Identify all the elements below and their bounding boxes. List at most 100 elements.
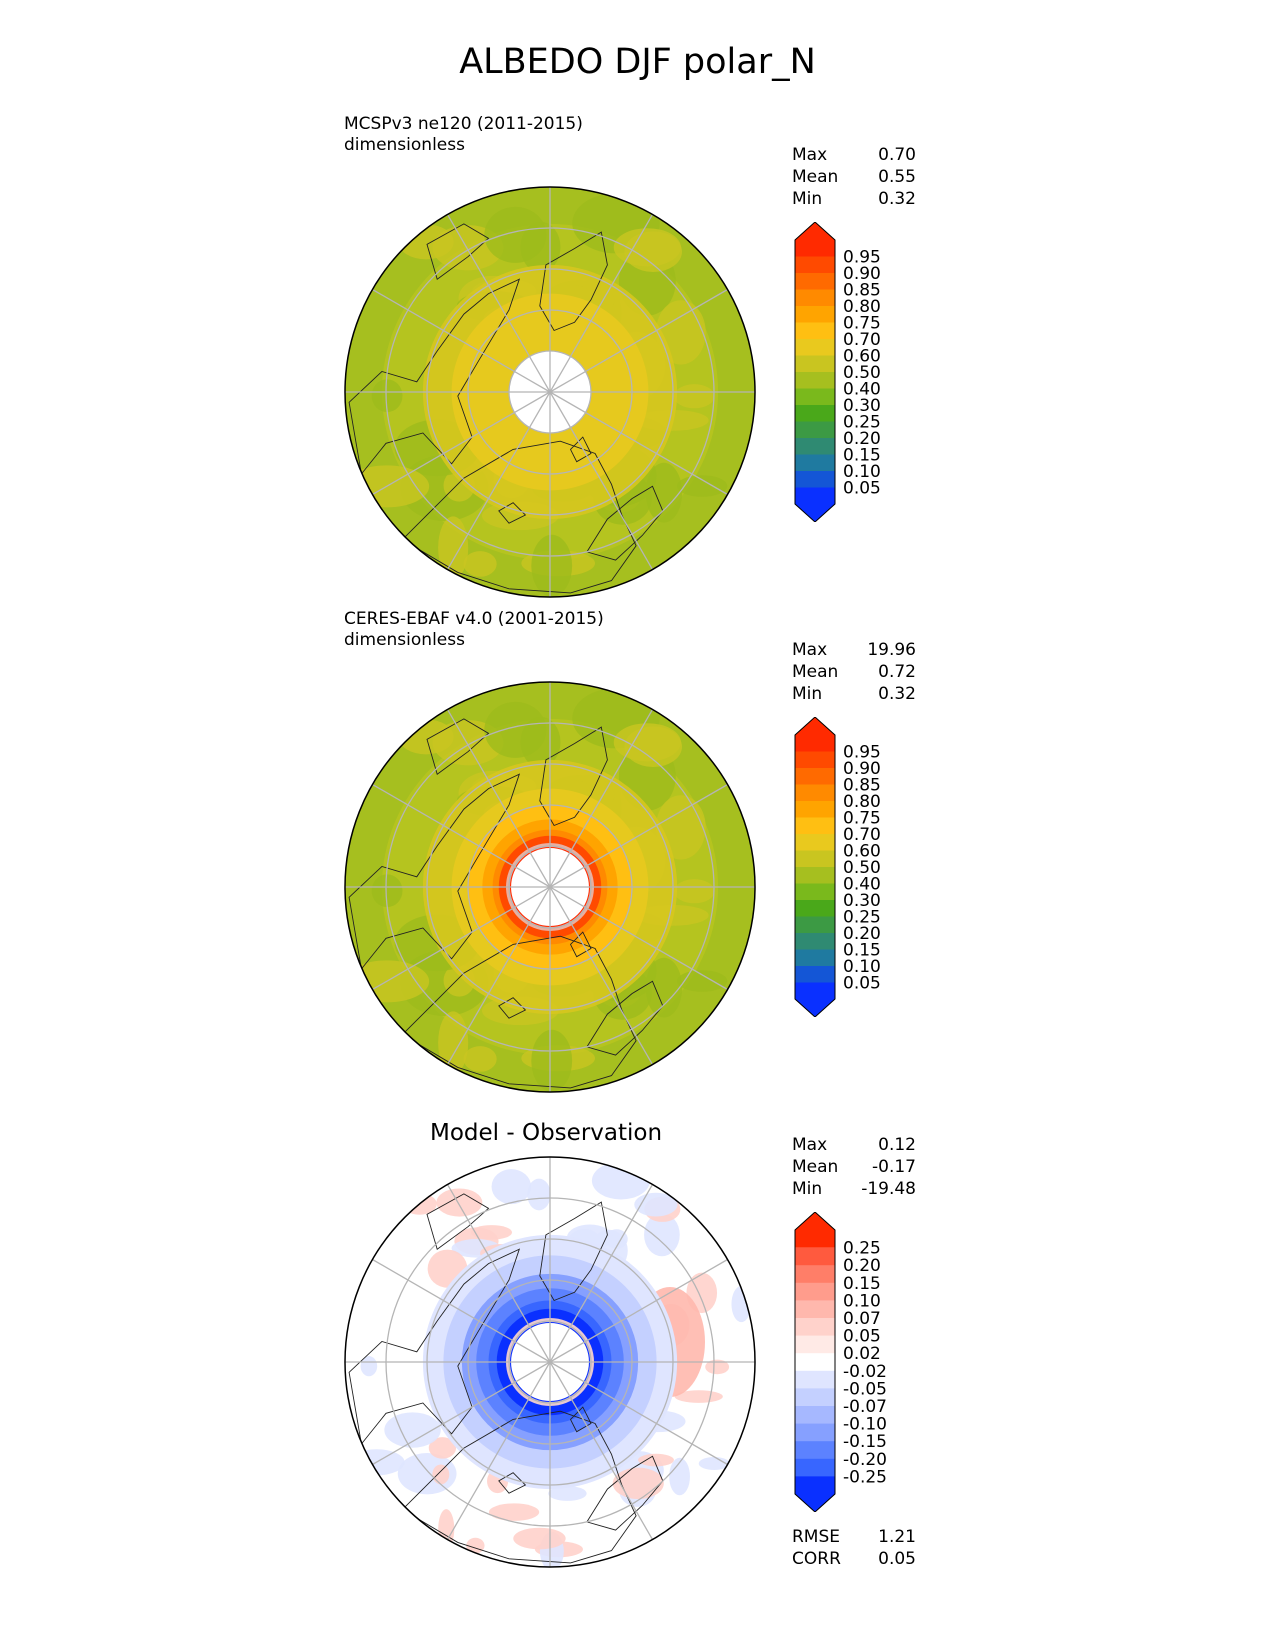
stat-value: 0.55 xyxy=(878,167,916,187)
stat-label: Mean xyxy=(792,167,839,187)
metric-label: CORR xyxy=(792,1549,841,1569)
colorbar-swatch xyxy=(795,1212,835,1248)
figure-title: ALBEDO DJF polar_N xyxy=(459,42,816,82)
stat-label: Mean xyxy=(792,662,839,682)
colorbar-tick-label: -0.10 xyxy=(843,1415,887,1435)
stat-value: -0.17 xyxy=(872,1157,916,1177)
longitude-gridline xyxy=(549,1258,728,1363)
colorbar-tick-label: 0.95 xyxy=(843,743,881,763)
longitude-gridline xyxy=(549,288,728,393)
longitude-gridline xyxy=(549,1361,654,1540)
colorbar-tick-label: -0.02 xyxy=(843,1362,887,1382)
colorbar-swatch xyxy=(795,289,835,307)
colorbar-tick-label: 0.95 xyxy=(843,248,881,268)
stat-value: -19.48 xyxy=(861,1179,916,1199)
stat-value: 0.72 xyxy=(878,662,916,682)
colorbar-swatch xyxy=(795,471,835,488)
colorbar-swatch xyxy=(795,801,835,818)
coastline xyxy=(539,726,608,827)
colorbar-tick-label: 0.10 xyxy=(843,957,881,977)
test-colorbar: 0.950.900.850.800.750.700.600.500.400.30… xyxy=(794,222,881,522)
coastline xyxy=(586,485,664,561)
coastline xyxy=(539,231,608,332)
colorbar-tick-label: 0.15 xyxy=(843,446,881,466)
colorbar-tick-label: 0.90 xyxy=(843,264,881,284)
longitude-gridline xyxy=(446,214,551,393)
coastline xyxy=(348,1248,521,1446)
colorbar-swatch xyxy=(795,1388,835,1407)
stat-value: 0.32 xyxy=(878,684,916,704)
colorbar-swatch xyxy=(795,1282,835,1301)
reference-dataset-label: CERES-EBAF v4.0 (2001-2015) xyxy=(344,609,604,629)
colorbar-tick-label: 0.20 xyxy=(843,429,881,449)
colorbar-swatch xyxy=(795,850,835,868)
metric-value: 1.21 xyxy=(878,1527,916,1547)
stat-row: Min 0.32 xyxy=(792,188,916,210)
colorbar-tick-label: 0.60 xyxy=(843,842,881,862)
colorbar-swatch xyxy=(795,867,835,884)
coastline xyxy=(426,223,490,280)
difference-polar-map xyxy=(344,1156,756,1568)
longitude-gridline xyxy=(549,391,728,496)
stat-label: Min xyxy=(792,1179,823,1199)
colorbar-tick-label: 0.80 xyxy=(843,792,881,812)
colorbar-tick-label: -0.05 xyxy=(843,1379,887,1399)
colorbar-tick-label: 0.40 xyxy=(843,875,881,895)
stat-value: 0.12 xyxy=(878,1135,916,1155)
stat-label: Max xyxy=(792,145,828,165)
colorbar-swatch xyxy=(795,1318,835,1337)
stat-label: Min xyxy=(792,684,823,704)
colorbar-tick-label: -0.07 xyxy=(843,1397,887,1417)
colorbar-swatch xyxy=(795,1353,835,1372)
coastline xyxy=(401,1410,637,1564)
coastline xyxy=(498,1472,527,1494)
longitude-gridline xyxy=(446,709,551,888)
stat-row: Max 0.12 xyxy=(792,1134,916,1156)
stat-label: Mean xyxy=(792,1157,839,1177)
colorbar-swatch xyxy=(795,1370,835,1389)
stat-label: Max xyxy=(792,640,828,660)
longitude-gridline xyxy=(549,1361,728,1466)
colorbar-swatch xyxy=(795,372,835,389)
colorbar-tick-label: 0.10 xyxy=(843,1291,881,1311)
colorbar-swatch xyxy=(795,1406,835,1425)
map-boundary xyxy=(344,1156,756,1568)
colorbar-swatch xyxy=(795,222,835,257)
colorbar-tick-label: 0.25 xyxy=(843,908,881,928)
colorbar-outline xyxy=(794,222,836,522)
longitude-gridline xyxy=(549,391,654,570)
colorbar-swatch xyxy=(795,405,835,422)
longitude-gridline xyxy=(549,886,654,1065)
longitude-gridline xyxy=(372,886,551,991)
colorbar-swatch xyxy=(795,454,835,472)
longitude-gridline xyxy=(549,783,728,888)
reference-panel-header: CERES-EBAF v4.0 (2001-2015) dimensionles… xyxy=(344,609,604,651)
colorbar-swatch xyxy=(795,355,835,373)
colorbar-tick-label: 0.25 xyxy=(843,413,881,433)
colorbar-tick-label: 0.70 xyxy=(843,330,881,350)
test-units-label: dimensionless xyxy=(344,135,465,155)
coastline xyxy=(586,1455,664,1531)
colorbar-swatch xyxy=(795,900,835,917)
stat-row: Max 19.96 xyxy=(792,639,916,661)
stat-row: Mean 0.55 xyxy=(792,166,916,188)
stat-value: 0.70 xyxy=(878,145,916,165)
stat-label: Min xyxy=(792,189,823,209)
stat-value: 19.96 xyxy=(867,640,916,660)
difference-stats-table: Max 0.12 Mean -0.17 Min -19.48 xyxy=(792,1134,916,1200)
map-boundary xyxy=(344,186,756,598)
colorbar-tick-label: 0.10 xyxy=(843,462,881,482)
colorbar-swatch xyxy=(795,1247,835,1266)
colorbar-swatch xyxy=(795,834,835,851)
metric-value: 0.05 xyxy=(878,1549,916,1569)
map-boundary xyxy=(344,681,756,1093)
colorbar-swatch xyxy=(795,916,835,934)
colorbar-swatch xyxy=(795,883,835,901)
colorbar-tick-label: 0.20 xyxy=(843,924,881,944)
colorbar-tick-label: 0.30 xyxy=(843,396,881,416)
colorbar-tick-label: 0.80 xyxy=(843,297,881,317)
test-dataset-label: MCSPv3 ne120 (2011-2015) xyxy=(344,114,583,134)
coastline xyxy=(426,718,490,775)
stat-row: Max 0.70 xyxy=(792,144,916,166)
metric-row: RMSE 1.21 xyxy=(792,1526,916,1548)
